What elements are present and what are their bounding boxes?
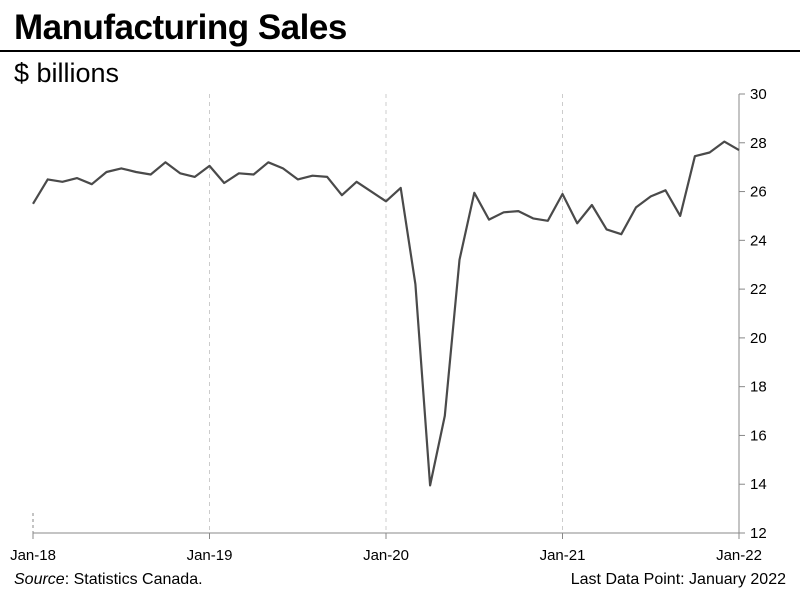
- y-tick-label-24: 24: [750, 232, 767, 249]
- y-tick-label-20: 20: [750, 330, 767, 347]
- source-text: : Statistics Canada.: [64, 571, 203, 588]
- y-axis-ticks: 12 14 16 18 20 22 24 26 28 30: [739, 86, 767, 542]
- x-axis-ticks: Jan-18 Jan-19 Jan-20 Jan-21 Jan-22: [10, 533, 762, 564]
- series-line-0: [32, 140, 740, 487]
- x-tick-label-jan-20: Jan-20: [363, 547, 409, 564]
- y-tick-label-30: 30: [750, 86, 767, 103]
- chart-subtitle: $ billions: [14, 58, 120, 88]
- gridlines: [209, 94, 563, 533]
- title-divider: [0, 50, 800, 52]
- chart-title: Manufacturing Sales: [14, 8, 347, 47]
- y-tick-label-12: 12: [750, 525, 767, 542]
- y-tick-label-26: 26: [750, 184, 767, 201]
- x-tick-label-jan-18: Jan-18: [10, 547, 56, 564]
- y-tick-label-18: 18: [750, 379, 767, 396]
- series-group: [32, 140, 740, 487]
- y-tick-label-22: 22: [750, 281, 767, 298]
- source-label: Source: [14, 571, 65, 588]
- source-note: Source: Statistics Canada.: [14, 571, 203, 589]
- y-tick-label-28: 28: [750, 135, 767, 152]
- x-tick-label-jan-22: Jan-22: [716, 547, 762, 564]
- x-tick-label-jan-19: Jan-19: [187, 547, 233, 564]
- x-tick-label-jan-21: Jan-21: [540, 547, 586, 564]
- y-tick-label-16: 16: [750, 427, 767, 444]
- y-tick-label-14: 14: [750, 476, 767, 493]
- last-data-point: Last Data Point: January 2022: [570, 571, 786, 588]
